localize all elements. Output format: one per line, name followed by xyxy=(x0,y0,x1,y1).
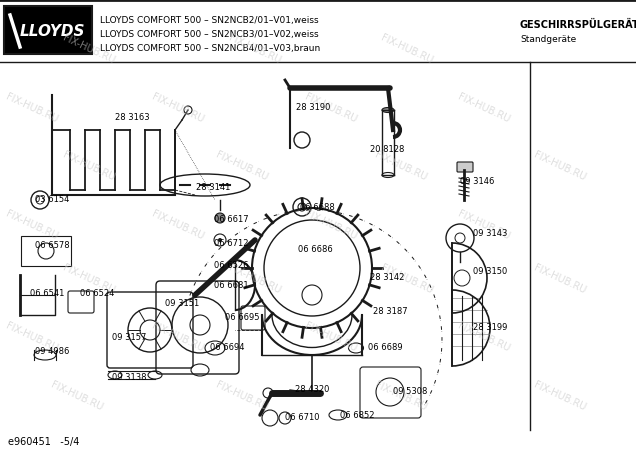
Text: FIX-HUB.RU: FIX-HUB.RU xyxy=(456,208,511,242)
Text: 06 6524: 06 6524 xyxy=(80,289,114,298)
Text: LLOYDS: LLOYDS xyxy=(19,24,85,40)
Text: Standgeräte: Standgeräte xyxy=(520,36,576,45)
Text: 28 3190: 28 3190 xyxy=(296,103,330,112)
Text: 06 6681: 06 6681 xyxy=(214,280,249,289)
Text: FIX-HUB.RU: FIX-HUB.RU xyxy=(227,262,282,296)
Text: 09 3151: 09 3151 xyxy=(165,298,199,307)
Text: 06 6695: 06 6695 xyxy=(225,314,259,323)
Text: FIX-HUB.RU: FIX-HUB.RU xyxy=(62,262,116,296)
Text: FIX-HUB.RU: FIX-HUB.RU xyxy=(303,321,358,354)
FancyBboxPatch shape xyxy=(457,162,473,172)
Text: 06 6688: 06 6688 xyxy=(300,202,335,211)
Text: 06 6852: 06 6852 xyxy=(340,410,375,419)
Text: FIX-HUB.RU: FIX-HUB.RU xyxy=(532,379,587,413)
Text: 06 6689: 06 6689 xyxy=(368,343,403,352)
Text: LLOYDS COMFORT 500 – SN2NCB4/01–V03,braun: LLOYDS COMFORT 500 – SN2NCB4/01–V03,brau… xyxy=(100,44,321,53)
Text: e960451   -5/4: e960451 -5/4 xyxy=(8,437,80,447)
Text: FIX-HUB.RU: FIX-HUB.RU xyxy=(227,33,282,66)
Text: FIX-HUB.RU: FIX-HUB.RU xyxy=(380,33,434,66)
Text: 28 3141: 28 3141 xyxy=(196,184,230,193)
Text: FIX-HUB.RU: FIX-HUB.RU xyxy=(62,150,116,183)
Text: FIX-HUB.RU: FIX-HUB.RU xyxy=(49,379,104,413)
Text: FIX-HUB.RU: FIX-HUB.RU xyxy=(151,208,205,242)
Text: LLOYDS COMFORT 500 – SN2NCB3/01–V02,weiss: LLOYDS COMFORT 500 – SN2NCB3/01–V02,weis… xyxy=(100,30,319,39)
Text: FIX-HUB.RU: FIX-HUB.RU xyxy=(456,91,511,125)
Text: 09 3146: 09 3146 xyxy=(460,177,494,186)
Text: 06 6710: 06 6710 xyxy=(285,414,319,423)
Text: 28 4320: 28 4320 xyxy=(295,386,329,395)
Text: 28 3187: 28 3187 xyxy=(373,307,408,316)
Text: 09 5308: 09 5308 xyxy=(393,387,427,396)
Circle shape xyxy=(215,213,225,223)
Text: 28 3142: 28 3142 xyxy=(370,273,404,282)
Text: 09 3143: 09 3143 xyxy=(473,229,508,238)
Text: FIX-HUB.RU: FIX-HUB.RU xyxy=(214,379,269,413)
Text: FIX-HUB.RU: FIX-HUB.RU xyxy=(532,150,587,183)
Ellipse shape xyxy=(382,108,394,112)
Text: FIX-HUB.RU: FIX-HUB.RU xyxy=(532,262,587,296)
Text: 03 6154: 03 6154 xyxy=(35,195,69,204)
Text: FIX-HUB.RU: FIX-HUB.RU xyxy=(380,262,434,296)
Text: 20 8128: 20 8128 xyxy=(370,145,404,154)
Text: FIX-HUB.RU: FIX-HUB.RU xyxy=(62,33,116,66)
Text: FIX-HUB.RU: FIX-HUB.RU xyxy=(151,91,205,125)
Text: 06 6712: 06 6712 xyxy=(214,238,249,248)
Text: 06 6541: 06 6541 xyxy=(30,289,64,298)
Text: FIX-HUB.RU: FIX-HUB.RU xyxy=(303,91,358,125)
Text: FIX-HUB.RU: FIX-HUB.RU xyxy=(151,321,205,354)
Text: FIX-HUB.RU: FIX-HUB.RU xyxy=(303,208,358,242)
Text: FIX-HUB.RU: FIX-HUB.RU xyxy=(4,208,59,242)
Text: FIX-HUB.RU: FIX-HUB.RU xyxy=(4,321,59,354)
Text: 09 3157: 09 3157 xyxy=(112,333,146,342)
Text: 06 6578: 06 6578 xyxy=(35,242,69,251)
Text: 06 6526: 06 6526 xyxy=(214,261,249,270)
Text: 06 6686: 06 6686 xyxy=(298,244,333,253)
Text: FIX-HUB.RU: FIX-HUB.RU xyxy=(373,379,428,413)
Text: GESCHIRRSPÜLGERÄTE: GESCHIRRSPÜLGERÄTE xyxy=(520,20,636,30)
Text: FIX-HUB.RU: FIX-HUB.RU xyxy=(214,150,269,183)
Text: FIX-HUB.RU: FIX-HUB.RU xyxy=(456,321,511,354)
Text: LLOYDS COMFORT 500 – SN2NCB2/01–V01,weiss: LLOYDS COMFORT 500 – SN2NCB2/01–V01,weis… xyxy=(100,15,319,24)
Text: 06 6694: 06 6694 xyxy=(210,343,244,352)
Text: FIX-HUB.RU: FIX-HUB.RU xyxy=(4,91,59,125)
Text: FIX-HUB.RU: FIX-HUB.RU xyxy=(373,150,428,183)
Text: 28 3163: 28 3163 xyxy=(115,113,149,122)
Text: 09 3138: 09 3138 xyxy=(112,374,146,382)
Text: 09 3150: 09 3150 xyxy=(473,267,508,276)
Text: 28 3199: 28 3199 xyxy=(473,323,508,332)
Text: 09 4986: 09 4986 xyxy=(35,347,69,356)
Circle shape xyxy=(218,238,222,242)
Text: 06 6617: 06 6617 xyxy=(214,216,249,225)
FancyBboxPatch shape xyxy=(4,6,92,54)
